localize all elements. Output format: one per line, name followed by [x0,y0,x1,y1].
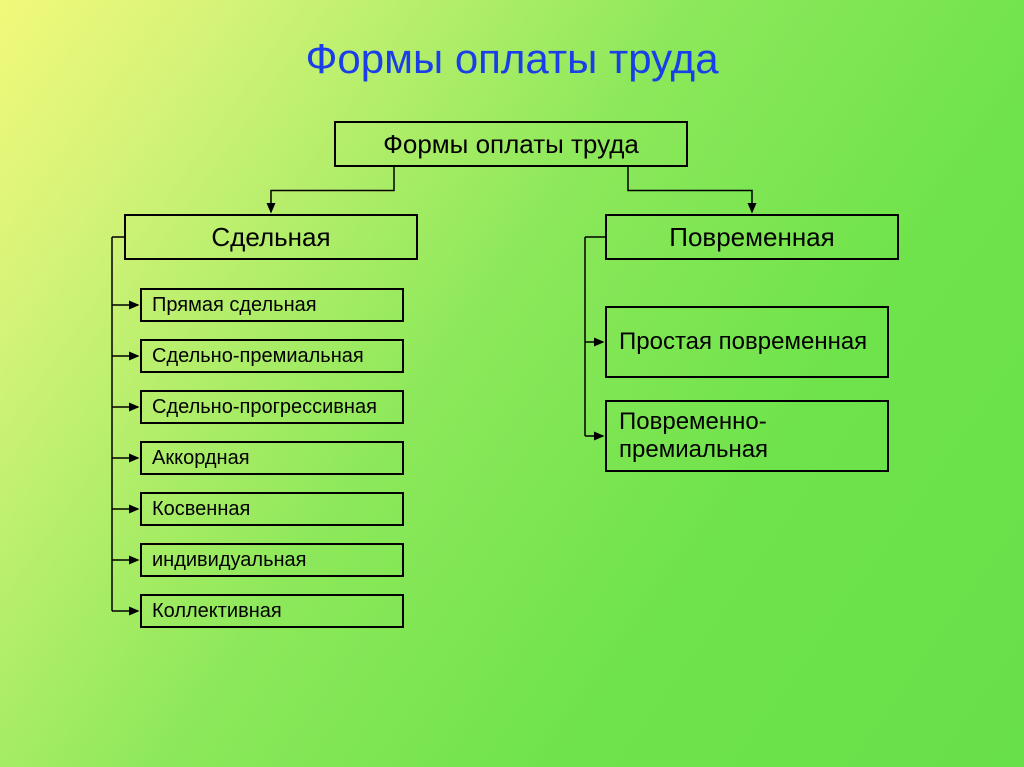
left-item: Аккордная [140,441,404,475]
left-item: Сдельно-премиальная [140,339,404,373]
left-item-label: Сдельно-прогрессивная [152,396,377,419]
left-item: Коллективная [140,594,404,628]
right-item: Простая повременная [605,306,889,378]
left-branch-header: Сдельная [124,214,418,260]
left-item-label: Косвенная [152,498,250,521]
root-node: Формы оплаты труда [334,121,688,167]
left-item: индивидуальная [140,543,404,577]
root-label: Формы оплаты труда [383,129,639,160]
left-branch-label: Сдельная [211,222,330,253]
left-item: Сдельно-прогрессивная [140,390,404,424]
right-branch-label: Повременная [669,222,834,253]
connector-lines [0,0,1024,767]
left-item: Прямая сдельная [140,288,404,322]
left-item-label: индивидуальная [152,549,307,572]
left-item-label: Сдельно-премиальная [152,345,364,368]
page-title: Формы оплаты труда [0,0,1024,83]
right-item-label: Повременно-премиальная [619,408,875,464]
right-item-label: Простая повременная [619,328,867,356]
left-item-label: Коллективная [152,600,282,623]
left-item: Косвенная [140,492,404,526]
left-item-label: Прямая сдельная [152,294,317,317]
right-item: Повременно-премиальная [605,400,889,472]
right-branch-header: Повременная [605,214,899,260]
left-item-label: Аккордная [152,447,250,470]
